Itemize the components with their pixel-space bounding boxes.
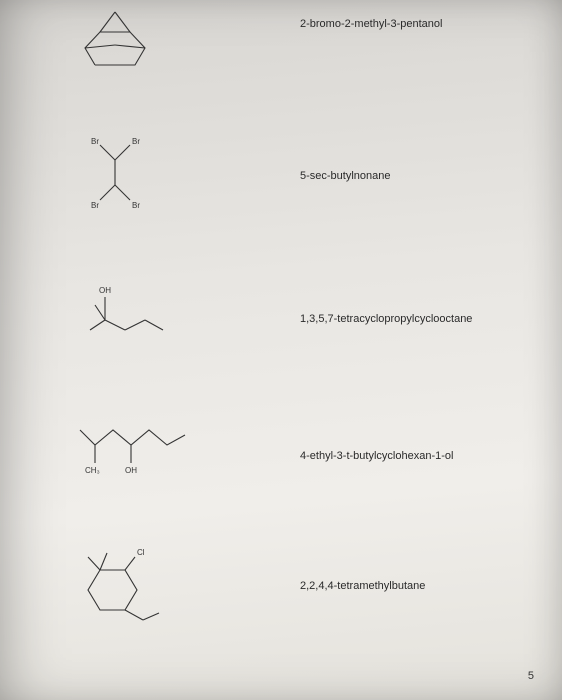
structure-tetrabromo: Br Br Br Br [55,130,175,220]
atom-label: Cl [137,548,145,557]
compound-name: 2-bromo-2-methyl-3-pentanol [300,18,442,30]
structure-alcohol-chain: OH [55,275,175,365]
worksheet-page: 2-bromo-2-methyl-3-pentanol Br Br Br Br … [0,0,562,700]
compound-name: 1,3,5,7-tetracyclopropylcyclooctane [300,313,472,325]
compound-name: 4-ethyl-3-t-butylcyclohexan-1-ol [300,450,453,462]
atom-label: OH [125,466,137,475]
structure-bicyclic [55,0,175,90]
atom-label: Br [91,201,99,210]
atom-label: Br [132,201,140,210]
compound-name: 5-sec-butylnonane [300,170,391,182]
atom-label: Br [91,137,99,146]
structure-methyl-hydroxy-chain: CH₃ OH [55,405,175,495]
compound-name: 2,2,4,4-tetramethylbutane [300,580,425,592]
page-number: 5 [528,670,534,682]
atom-label: CH₃ [85,466,100,475]
atom-label: OH [99,286,111,295]
atom-label: Br [132,137,140,146]
structure-chloro-cyclohexane: Cl [55,535,175,625]
